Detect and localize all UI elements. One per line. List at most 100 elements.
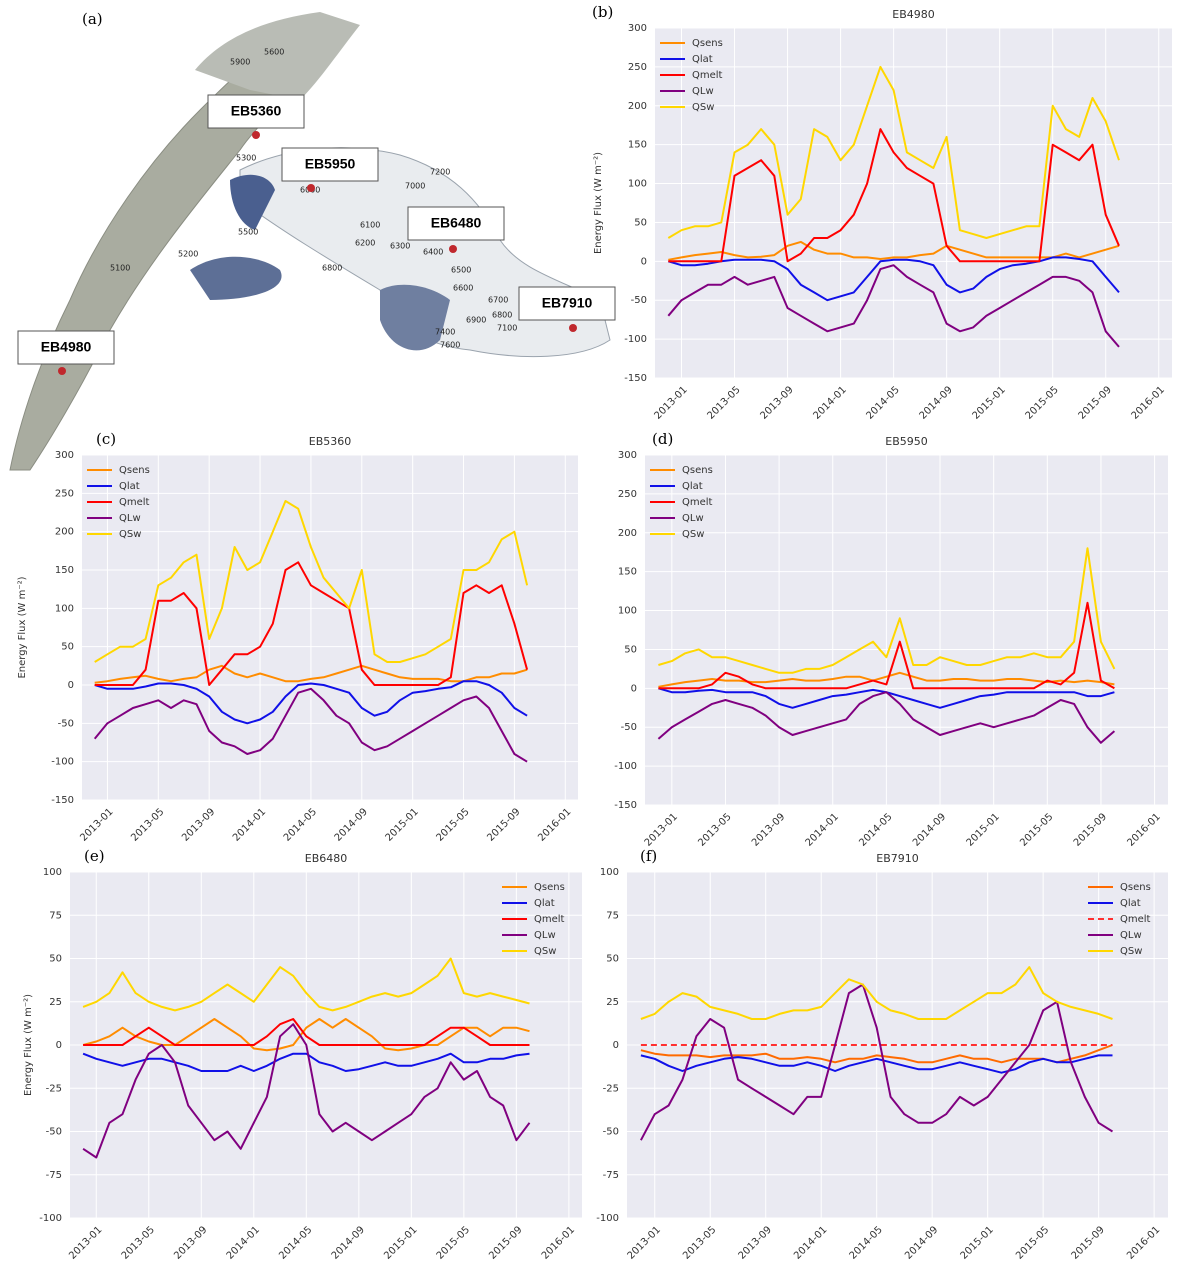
legend-label: Qsens xyxy=(1120,882,1151,893)
y-tick-label: -50 xyxy=(58,718,74,729)
x-tick-label: 2015-09 xyxy=(487,1224,524,1261)
legend-label: QSw xyxy=(692,102,714,113)
legend-label: Qsens xyxy=(119,465,150,476)
station-label: EB6480 xyxy=(431,215,482,231)
contour-label: 5500 xyxy=(238,228,258,237)
x-tick-label: 2016-01 xyxy=(536,806,573,843)
x-tick-label: 2015-09 xyxy=(1077,384,1114,421)
x-tick-label: 2016-01 xyxy=(540,1224,577,1261)
chart-title: EB4980 xyxy=(892,8,935,21)
contour-label: 7100 xyxy=(497,324,517,333)
contour-label: 5200 xyxy=(178,250,198,259)
x-tick-label: 2013-01 xyxy=(78,806,115,843)
legend-label: QLw xyxy=(119,513,141,524)
y-tick-label: 0 xyxy=(56,1040,62,1051)
y-axis-label: Energy Flux (W m⁻²) xyxy=(17,576,28,678)
y-tick-label: -100 xyxy=(39,1213,62,1224)
chart-title: EB5950 xyxy=(885,435,928,448)
y-tick-label: 50 xyxy=(61,642,74,653)
y-tick-label: -50 xyxy=(631,295,647,306)
x-tick-label: 2014-05 xyxy=(277,1224,314,1261)
x-tick-label: 2015-01 xyxy=(971,384,1008,421)
legend-label: Qlat xyxy=(1120,898,1141,909)
x-tick-label: 2015-05 xyxy=(435,1224,472,1261)
x-tick-label: 2015-01 xyxy=(384,806,421,843)
station-marker xyxy=(307,184,315,192)
x-tick-label: 2013-01 xyxy=(652,384,689,421)
panel-label: (f) xyxy=(640,847,657,865)
x-tick-label: 2014-01 xyxy=(225,1224,262,1261)
y-tick-label: -50 xyxy=(621,722,637,733)
panel-label: (d) xyxy=(652,430,673,448)
y-tick-label: 200 xyxy=(618,528,637,539)
y-tick-label: 75 xyxy=(49,910,62,921)
x-tick-label: 2015-01 xyxy=(965,811,1002,848)
contour-label: 6400 xyxy=(423,248,443,257)
legend-label: Qmelt xyxy=(534,914,565,925)
chart: (b)EB4980Energy Flux (W m⁻²)-150-100-500… xyxy=(592,3,1172,422)
glacier-map xyxy=(10,12,610,470)
chart: (d)EB5950-150-100-5005010015020025030020… xyxy=(614,430,1168,849)
x-tick-label: 2015-05 xyxy=(1018,811,1055,848)
station-label: EB7910 xyxy=(542,295,593,311)
station-marker xyxy=(449,245,457,253)
y-tick-label: -100 xyxy=(614,761,637,772)
x-tick-label: 2013-05 xyxy=(120,1224,157,1261)
y-tick-label: 25 xyxy=(49,997,62,1008)
plot-area xyxy=(82,455,578,800)
x-tick-label: 2016-01 xyxy=(1125,811,1162,848)
y-axis-label: Energy Flux (W m⁻²) xyxy=(593,152,604,254)
y-tick-label: 50 xyxy=(624,644,637,655)
legend-label: Qsens xyxy=(682,465,713,476)
station-label: EB4980 xyxy=(41,339,92,355)
x-tick-label: 2013-09 xyxy=(758,384,795,421)
legend-label: Qsens xyxy=(692,38,723,49)
y-tick-label: 50 xyxy=(634,217,647,228)
y-tick-label: -150 xyxy=(614,800,637,811)
legend-label: QLw xyxy=(692,86,714,97)
panel-label: (c) xyxy=(96,430,116,448)
rock-outcrop xyxy=(230,175,275,230)
x-tick-label: 2015-05 xyxy=(1014,1224,1051,1261)
station-label: EB5360 xyxy=(231,103,282,119)
chart-title: EB7910 xyxy=(876,852,919,865)
x-tick-label: 2014-09 xyxy=(911,811,948,848)
legend-label: Qlat xyxy=(534,898,555,909)
y-tick-label: 50 xyxy=(606,954,619,965)
legend-label: Qsens xyxy=(534,882,565,893)
y-tick-label: -100 xyxy=(51,757,74,768)
x-tick-label: 2014-01 xyxy=(792,1224,829,1261)
x-tick-label: 2015-05 xyxy=(1024,384,1061,421)
y-tick-label: 0 xyxy=(641,256,647,267)
y-tick-label: -100 xyxy=(624,334,647,345)
y-tick-label: -75 xyxy=(46,1170,62,1181)
y-tick-label: 100 xyxy=(628,179,647,190)
legend-label: Qlat xyxy=(119,481,140,492)
contour-label: 7000 xyxy=(405,182,425,191)
contour-label: 6800 xyxy=(322,264,342,273)
contour-label: 7400 xyxy=(435,328,455,337)
y-tick-label: -25 xyxy=(603,1083,619,1094)
x-tick-label: 2013-05 xyxy=(696,811,733,848)
x-tick-label: 2014-05 xyxy=(865,384,902,421)
panel-label: (a) xyxy=(82,10,103,28)
legend-label: QLw xyxy=(1120,930,1142,941)
x-tick-label: 2013-09 xyxy=(750,811,787,848)
x-tick-label: 2014-01 xyxy=(804,811,841,848)
x-tick-label: 2013-01 xyxy=(643,811,680,848)
legend-label: QSw xyxy=(534,946,556,957)
contour-label: 6200 xyxy=(355,239,375,248)
x-tick-label: 2013-01 xyxy=(67,1224,104,1261)
y-tick-label: 0 xyxy=(68,680,74,691)
x-tick-label: 2015-09 xyxy=(1070,1224,1107,1261)
rock-outcrop xyxy=(190,257,282,300)
y-tick-label: 300 xyxy=(55,450,74,461)
contour-label: 6100 xyxy=(360,221,380,230)
x-tick-label: 2016-01 xyxy=(1125,1224,1162,1261)
station-marker xyxy=(252,131,260,139)
y-tick-label: 200 xyxy=(628,101,647,112)
legend-label: QSw xyxy=(682,529,704,540)
legend-label: Qmelt xyxy=(692,70,723,81)
station-label: EB5950 xyxy=(305,156,356,172)
figure: (a)5900560060006100620063005300520051006… xyxy=(0,0,1186,1263)
